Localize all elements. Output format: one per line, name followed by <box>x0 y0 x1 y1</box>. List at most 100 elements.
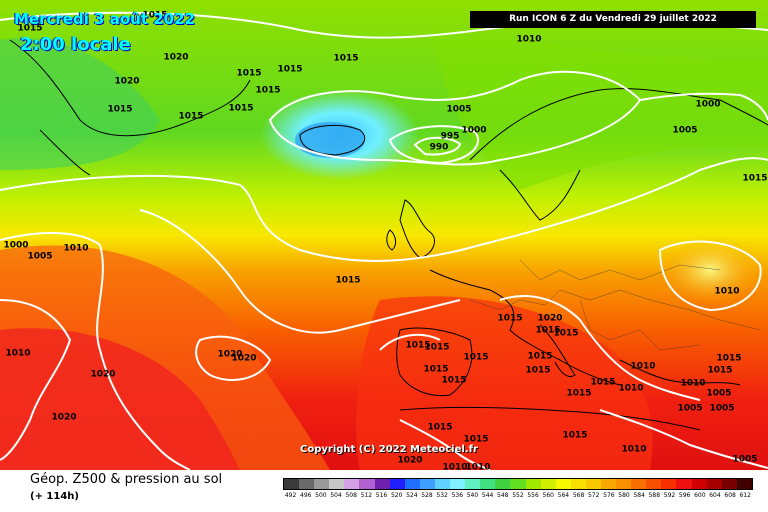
isobar-label: 1015 <box>335 276 360 286</box>
scale-swatch <box>631 479 647 489</box>
scale-level-label: 596 <box>678 492 691 499</box>
isobar-label: 1015 <box>424 343 449 353</box>
isobar-label: 1015 <box>553 329 578 339</box>
isobar-label: 1020 <box>90 370 115 380</box>
scale-level-label: 496 <box>300 492 312 499</box>
scale-swatch <box>434 479 451 489</box>
scale-level-label: 544 <box>481 492 494 499</box>
isobar-label: 1015 <box>228 104 253 114</box>
scale-swatch <box>314 479 330 489</box>
scale-level-label: 600 <box>694 492 706 499</box>
hot-core-med <box>356 296 653 470</box>
border-line-2 <box>519 259 721 281</box>
iceland-coast <box>299 125 366 156</box>
greenland-coast <box>9 39 251 137</box>
legend-bar <box>0 470 768 512</box>
isobar-label: 1020 <box>51 413 76 423</box>
scale-level-label: 608 <box>724 492 736 499</box>
isobar-label: 1005 <box>677 404 702 414</box>
isobar-label: 1010 <box>680 379 705 389</box>
scale-level-label: 588 <box>648 492 661 499</box>
isobar-label: 1020 <box>537 314 562 324</box>
scale-level-label: 548 <box>497 492 509 499</box>
low-pressure-center <box>295 122 365 158</box>
isobar-label: 1010 <box>630 362 655 372</box>
isobar-label: 1015 <box>562 431 587 441</box>
scale-swatch <box>736 479 752 489</box>
isobar-label: 1015 <box>590 378 615 388</box>
isobar-label: 1015 <box>423 365 448 375</box>
isobar-label: 1015 <box>463 353 488 363</box>
scale-level-label: 500 <box>315 492 327 499</box>
greece-turkey-coast <box>619 359 741 386</box>
isobar-label: 1020 <box>163 53 188 63</box>
italy-coast <box>539 324 576 377</box>
isobar-label: 1015 <box>716 354 741 364</box>
isobar-1000-ne <box>639 92 768 121</box>
greenland-south-coast <box>39 129 91 176</box>
scale-swatch <box>555 479 571 489</box>
isobar-label: 1005 <box>709 404 734 414</box>
isobar-label: 1020 <box>231 354 256 364</box>
baltic-coast <box>499 169 581 221</box>
color-scale <box>283 478 753 490</box>
isobar-label: 1015 <box>441 376 466 386</box>
isobar-label: 1020 <box>217 350 242 360</box>
scandinavia-coast <box>469 88 768 161</box>
scale-level-label: 576 <box>603 492 615 499</box>
scale-swatch <box>480 479 496 489</box>
isobar-label: 1010 <box>465 463 490 471</box>
scale-swatch <box>465 479 481 489</box>
scale-level-label: 524 <box>406 492 418 499</box>
country-borders <box>469 259 761 351</box>
uk-coast <box>399 199 435 259</box>
isobar-label: 1015 <box>707 366 732 376</box>
scale-swatch <box>585 479 601 489</box>
isobar-label: 1015 <box>427 423 452 433</box>
scale-swatch <box>600 479 617 489</box>
isobar-1020-west <box>0 299 72 461</box>
scale-level-label: 520 <box>390 492 403 499</box>
isobar-label: 1015 <box>527 352 552 362</box>
isobar-label: 1010 <box>618 384 643 394</box>
north-africa-coast <box>399 406 701 431</box>
isobar-label: 1000 <box>461 126 486 136</box>
scale-level-label: 564 <box>557 492 570 499</box>
isobar-label: 1015 <box>405 341 430 351</box>
scale-swatch <box>676 479 692 489</box>
isobar-label: 1015 <box>236 69 261 79</box>
isobar-1015-iberia <box>379 333 441 351</box>
isobar-label: 1005 <box>672 126 697 136</box>
scale-swatch <box>284 479 300 489</box>
isobar-label: 1015 <box>178 112 203 122</box>
scale-level-label: 580 <box>618 492 630 499</box>
scale-swatch <box>419 479 435 489</box>
scale-swatch <box>329 479 345 489</box>
isobar-label: 1010 <box>516 35 541 45</box>
scale-swatch <box>389 479 405 489</box>
scale-level-label: 604 <box>709 492 721 499</box>
scale-level-label: 532 <box>436 492 448 499</box>
green-band-north <box>430 30 768 190</box>
legend-title: Géop. Z500 & pression au sol <box>30 472 223 487</box>
copyright-notice: Copyright (C) 2022 Meteociel.fr <box>300 444 478 455</box>
warm-bubble-east <box>660 235 760 305</box>
europe-coast <box>429 269 621 386</box>
scale-swatch <box>450 479 466 489</box>
green-west <box>0 38 160 170</box>
scale-swatch <box>510 479 526 489</box>
scale-level-label: 552 <box>512 492 524 499</box>
isobar-label: 995 <box>441 132 460 142</box>
isobar-label: 1000 <box>3 241 28 251</box>
isobar-label: 1015 <box>17 24 42 34</box>
scale-level-label: 540 <box>466 492 479 499</box>
isobar-1000 <box>388 125 480 165</box>
color-scale-labels: 492 496 500 504 508 512 516 520 524 528 532 536 540 5… <box>283 492 753 499</box>
scale-level-label: 584 <box>633 492 645 499</box>
isobar-label: 1010 <box>621 445 646 455</box>
scale-level-label: 492 <box>284 492 297 499</box>
isobar-label: 1015 <box>107 105 132 115</box>
isobar-label: 1005 <box>446 105 471 115</box>
